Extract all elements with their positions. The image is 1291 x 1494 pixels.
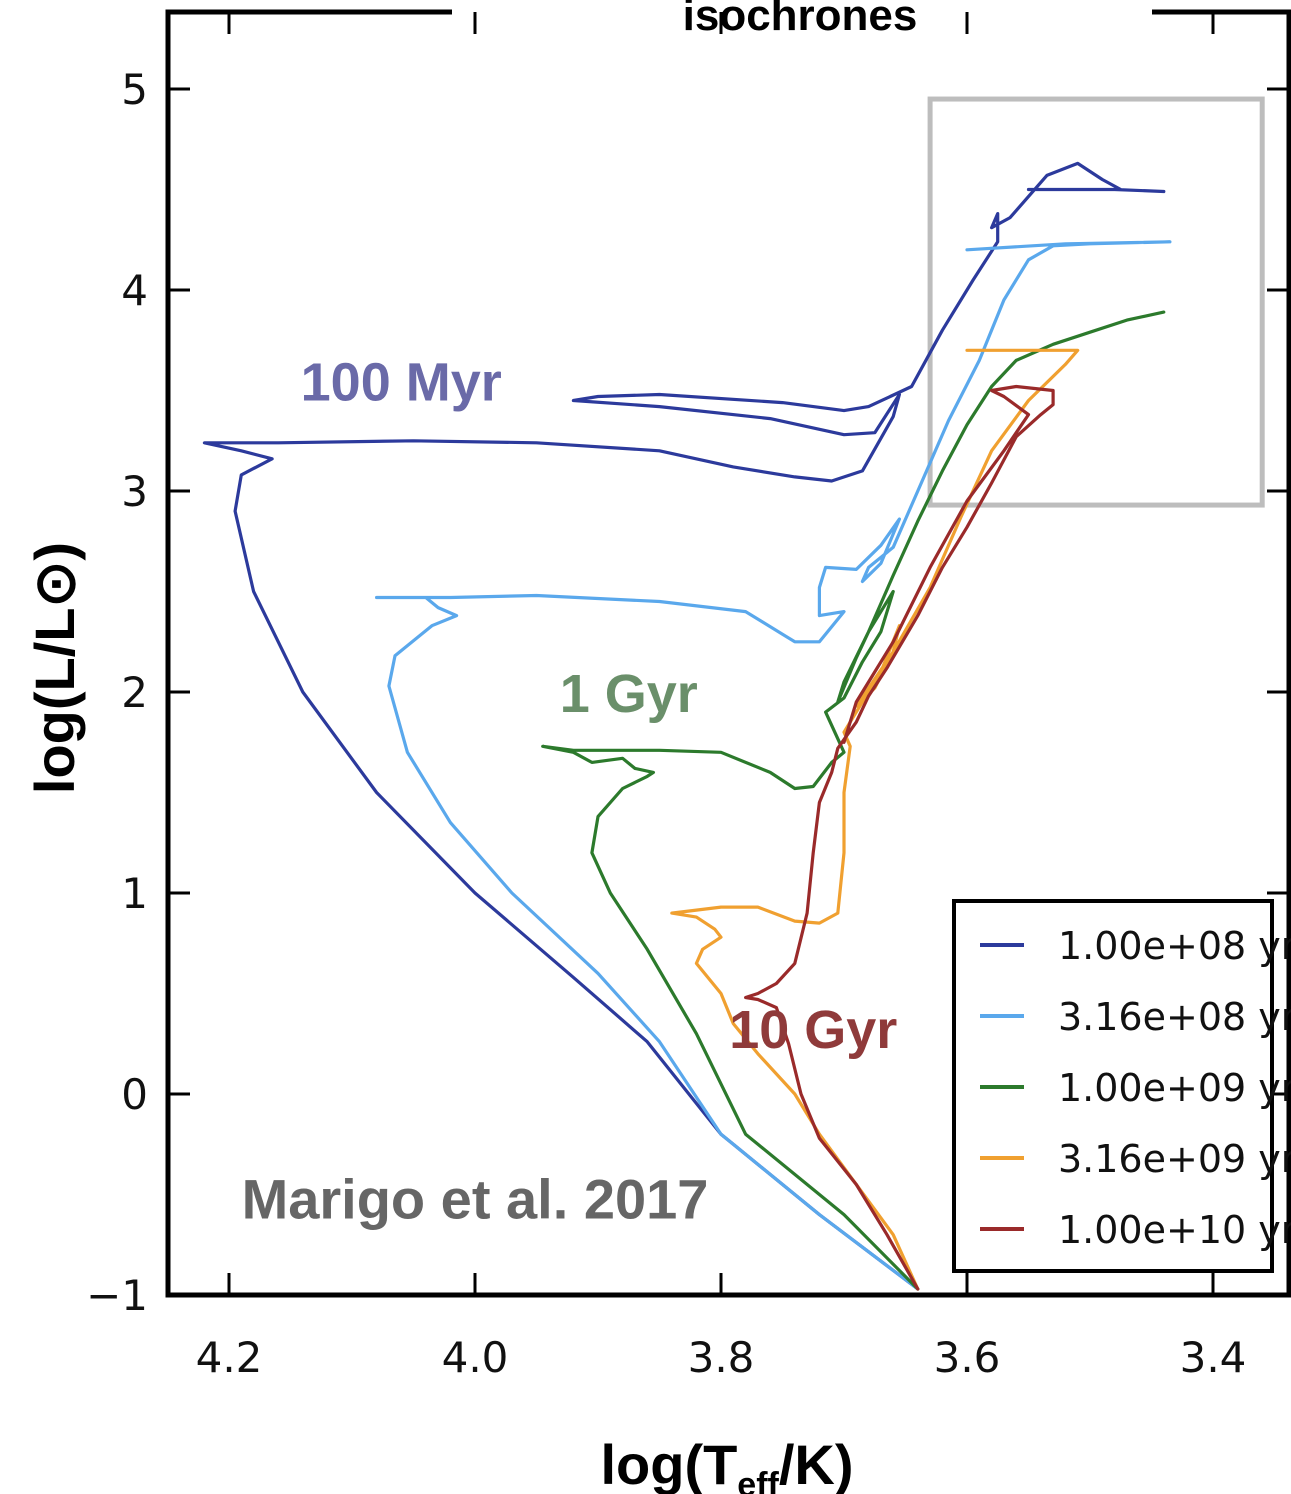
isochrone-label: 100 Myr: [301, 353, 502, 413]
x-tick-label: 4.2: [196, 1333, 263, 1382]
y-tick-label: 4: [121, 266, 148, 315]
credit-label: Marigo et al. 2017: [242, 1168, 709, 1231]
y-tick-label: 3: [121, 467, 148, 516]
legend-label: 3.16e+09 yr: [1058, 1137, 1291, 1181]
title-background: [452, 0, 1152, 52]
y-tick-label: 5: [121, 65, 148, 114]
x-axis-title-main: log(T: [600, 1433, 737, 1494]
x-tick-label: 3.6: [934, 1333, 1001, 1382]
x-tick-label: 3.4: [1180, 1333, 1247, 1382]
legend-label: 3.16e+08 yr: [1058, 995, 1291, 1039]
isochrone-label: 10 Gyr: [729, 1000, 897, 1060]
x-axis-title: log(Teff/K): [600, 1433, 853, 1494]
x-axis-title-tail: /K): [779, 1433, 854, 1494]
legend-label: 1.00e+09 yr: [1058, 1066, 1291, 1110]
y-axis-title: log(L/L⊙): [23, 542, 86, 794]
legend: 1.00e+08 yr 3.16e+08 yr 1.00e+09 yr 3.16e+0…: [952, 899, 1291, 1273]
highlight-box: [927, 96, 1265, 508]
series-line-3: [541, 310, 1166, 1291]
y-tick-label: 0: [121, 1070, 148, 1119]
x-axis-title-sub: eff: [737, 1466, 779, 1494]
series-line-4: [670, 348, 1080, 1291]
x-tick-label: 4.0: [442, 1333, 509, 1382]
legend-label: 1.00e+08 yr: [1058, 924, 1291, 968]
chart-title: isochrones: [683, 0, 918, 40]
x-tick-label: 3.8: [688, 1333, 755, 1382]
series-line-5: [744, 384, 1055, 1291]
annotations: 100 Myr 1 Gyr 10 Gyr Marigo et al. 2017: [242, 353, 898, 1231]
y-tick-label: −1: [86, 1271, 148, 1320]
y-tick-label: 2: [121, 668, 148, 717]
isochrone-lines: [202, 161, 1172, 1291]
isochrone-label: 1 Gyr: [560, 664, 698, 724]
legend-label: 1.00e+10 yr: [1058, 1208, 1291, 1252]
axis-ticks: 4.2 4.0 3.8 3.6 3.4 −1 0 1 2 3 4 5: [86, 12, 1289, 1382]
y-tick-label: 1: [121, 869, 148, 918]
series-line-1: [202, 161, 1166, 1291]
